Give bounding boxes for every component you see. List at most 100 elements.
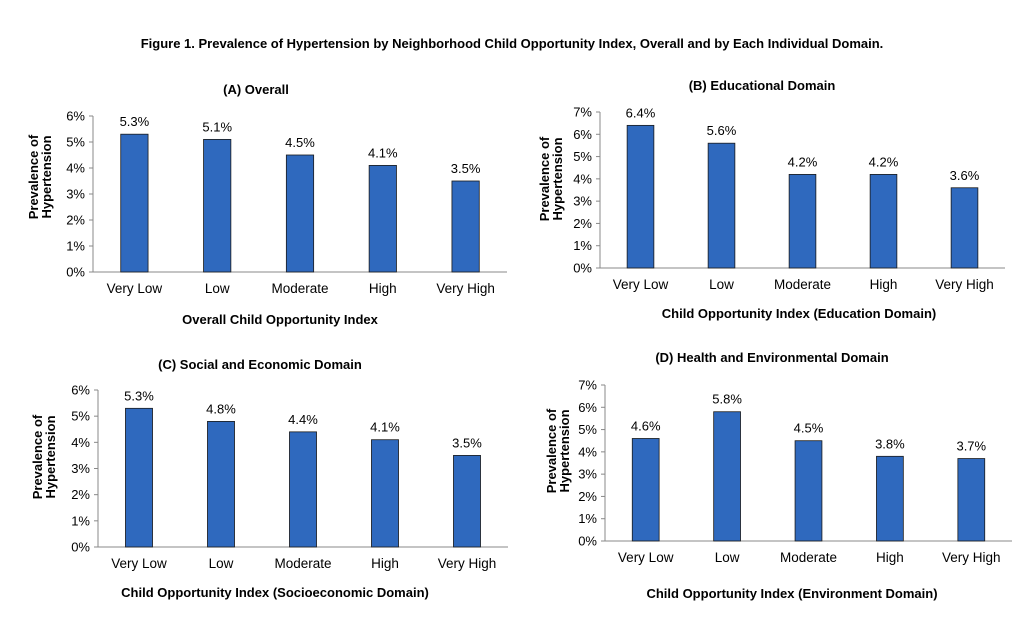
panel-title: (D) Health and Environmental Domain <box>655 350 889 365</box>
bar <box>707 142 736 269</box>
y-tick-label: 1% <box>578 511 597 526</box>
panel-d: (D) Health and Environmental Domain Prev… <box>512 330 1024 638</box>
bar <box>453 455 481 548</box>
x-tick-label: Very Low <box>111 556 167 571</box>
x-axis-label: Child Opportunity Index (Environment Dom… <box>646 586 938 601</box>
data-label: 4.2% <box>788 154 818 169</box>
data-label: 5.6% <box>707 123 737 138</box>
y-tick-label: 6% <box>578 400 597 415</box>
x-tick-label: High <box>371 556 399 571</box>
panel-title: (A) Overall <box>223 82 289 97</box>
x-tick-label: Very High <box>942 550 1001 565</box>
bar <box>207 421 235 548</box>
panel-a: (A) Overall Prevalence of Hypertension 0%… <box>0 0 512 330</box>
x-tick-label: Very Low <box>107 281 163 296</box>
data-label: 4.2% <box>869 154 899 169</box>
y-tick-label: 4% <box>578 444 597 459</box>
x-tick-label: Low <box>205 281 230 296</box>
y-tick-label: 2% <box>573 216 592 231</box>
bar <box>631 438 660 542</box>
y-tick-label: 3% <box>66 187 85 202</box>
data-label: 6.4% <box>626 105 656 120</box>
bar <box>371 439 399 548</box>
y-tick-label: 7% <box>578 378 597 393</box>
bar <box>869 173 898 269</box>
x-tick-label: Low <box>715 550 740 565</box>
data-label: 4.1% <box>370 420 400 435</box>
bar <box>120 133 149 273</box>
bar <box>125 407 153 548</box>
x-axis-label: Child Opportunity Index (Education Domai… <box>661 306 937 321</box>
y-tick-label: 2% <box>578 489 597 504</box>
x-tick-label: Very High <box>438 556 497 571</box>
data-label: 4.1% <box>368 145 398 160</box>
data-label: 3.5% <box>451 161 481 176</box>
y-tick-label: 6% <box>71 383 90 398</box>
bar-chart-plot: 0% 1% 2% 3% 4% 5% 6% 7% 6.4% Very Low 5.6% Low 4.2% M… <box>573 105 1005 292</box>
y-tick-label: 4% <box>66 161 85 176</box>
y-tick-label: 1% <box>573 238 592 253</box>
x-tick-label: Moderate <box>271 281 328 296</box>
bar <box>289 431 317 548</box>
x-tick-label: Low <box>709 277 734 292</box>
data-label: 5.8% <box>712 392 742 407</box>
y-tick-label: 0% <box>578 534 597 549</box>
panel-b: (B) Educational Domain Prevalence of Hype… <box>512 0 1024 330</box>
x-tick-label: Low <box>209 556 234 571</box>
y-tick-label: 2% <box>66 213 85 228</box>
y-tick-label: 0% <box>573 261 592 276</box>
data-label: 3.7% <box>956 439 986 454</box>
data-label: 4.5% <box>794 421 824 436</box>
data-label: 5.1% <box>202 119 232 134</box>
panel-title: (C) Social and Economic Domain <box>158 357 362 372</box>
x-axis-label: Child Opportunity Index (Socioeconomic D… <box>121 585 429 600</box>
data-label: 4.6% <box>631 418 661 433</box>
x-tick-label: Moderate <box>274 556 331 571</box>
y-tick-label: 3% <box>71 461 90 476</box>
bar-chart-plot: 0% 1% 2% 3% 4% 5% 6% 7% 4.6% Very Low 5.8% Low 4.5% M… <box>578 378 1012 565</box>
x-tick-label: Very Low <box>613 277 669 292</box>
panel-title: (B) Educational Domain <box>688 78 836 93</box>
bar <box>950 187 979 269</box>
x-tick-label: Very High <box>935 277 994 292</box>
bar <box>626 124 655 269</box>
data-label: 3.5% <box>452 435 482 450</box>
data-label: 3.6% <box>950 168 980 183</box>
y-tick-label: 4% <box>71 435 90 450</box>
bar <box>957 458 986 542</box>
data-label: 5.3% <box>124 388 154 403</box>
y-tick-label: 3% <box>578 467 597 482</box>
x-tick-label: Very Low <box>618 550 674 565</box>
data-label: 5.3% <box>120 114 150 129</box>
y-tick-label: 5% <box>66 135 85 150</box>
bar <box>713 411 741 542</box>
x-tick-label: Moderate <box>780 550 837 565</box>
bar <box>451 180 480 273</box>
x-axis-label: Overall Child Opportunity Index <box>182 312 378 327</box>
y-tick-label: 0% <box>66 265 85 280</box>
y-tick-label: 7% <box>573 105 592 120</box>
bar-chart-plot: 0% 1% 2% 3% 4% 5% 6% 5.3% Very Low 5.1% Low 4.5% Mod… <box>66 109 507 296</box>
x-tick-label: High <box>876 550 904 565</box>
bar <box>876 455 904 542</box>
bar <box>285 154 315 273</box>
bar <box>788 173 817 269</box>
y-tick-label: 1% <box>71 513 90 528</box>
data-label: 3.8% <box>875 436 905 451</box>
data-label: 4.4% <box>288 412 318 427</box>
y-tick-label: 6% <box>573 127 592 142</box>
y-tick-label: 5% <box>71 409 90 424</box>
y-tick-label: 0% <box>71 540 90 555</box>
y-tick-label: 4% <box>573 171 592 186</box>
data-label: 4.8% <box>206 401 236 416</box>
bar-chart-plot: 0% 1% 2% 3% 4% 5% 6% 5.3% Very Low 4.8% Low 4.4% Mod… <box>71 383 508 571</box>
x-tick-label: Moderate <box>774 277 831 292</box>
y-tick-label: 3% <box>573 194 592 209</box>
x-tick-label: Very High <box>436 281 495 296</box>
x-tick-label: High <box>870 277 898 292</box>
data-label: 4.5% <box>285 135 315 150</box>
y-tick-label: 5% <box>578 422 597 437</box>
bar <box>368 164 397 273</box>
figure-title: Figure 1. Prevalence of Hypertension by … <box>140 36 884 51</box>
bar <box>203 138 232 273</box>
